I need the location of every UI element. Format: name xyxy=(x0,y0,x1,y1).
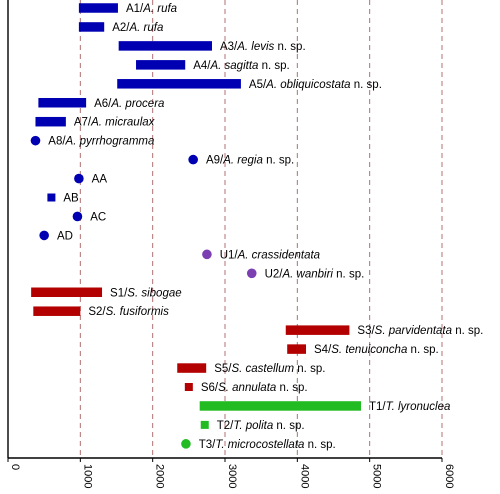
series-label-a1: A1/A. rufa xyxy=(126,3,177,15)
range-bar-a1 xyxy=(78,3,118,13)
point-marker-t3 xyxy=(181,439,191,449)
series-label-a6: A6/A. procera xyxy=(94,98,164,110)
x-tick-label: 5000 xyxy=(371,464,383,488)
series-label-s6: S6/S. annulata n. sp. xyxy=(201,382,308,394)
square-marker-ab xyxy=(47,193,56,202)
x-tick-label: 1000 xyxy=(81,464,93,488)
x-tick-label: 3000 xyxy=(226,464,238,488)
series-label-ab: AB xyxy=(63,193,79,205)
series-label-ad: AD xyxy=(57,230,73,242)
point-marker-ad xyxy=(39,230,49,241)
series-label-t3: T3/T. microcostellata n. sp. xyxy=(199,439,336,451)
series-label-s4: S4/S. tenuiconcha n. sp. xyxy=(314,344,439,356)
range-bar-a3 xyxy=(118,41,212,51)
range-bar-s2 xyxy=(33,306,81,316)
x-tick-label: 6000 xyxy=(443,464,455,488)
series-label-a3: A3/A. levis n. sp. xyxy=(220,41,306,53)
series-label-t2: T2/T. polita n. sp. xyxy=(217,420,305,432)
x-tick-label: 2000 xyxy=(154,464,166,488)
series-label-s3: S3/S. parvidentata n. sp. xyxy=(357,325,483,337)
x-tick-label: 4000 xyxy=(298,464,310,488)
point-marker-u2 xyxy=(246,268,257,279)
series-labels: A1/A. rufa A2/A. rufa A3/A. levis n. sp. A4… xyxy=(48,3,483,451)
series-label-a9: A9/A. regia n. sp. xyxy=(206,155,294,167)
point-marker-aa xyxy=(74,173,84,184)
square-marker-t2 xyxy=(200,420,209,429)
x-tick-label: 0 xyxy=(9,464,21,470)
series-label-u1: U1/A. crassidentata xyxy=(220,249,320,261)
point-marker-ac xyxy=(72,211,83,222)
point-marker-a9 xyxy=(188,154,198,165)
series-label-s2: S2/S. fusiformis xyxy=(88,306,169,318)
series-label-u2: U2/A. wanbiri n. sp. xyxy=(265,268,365,280)
data-marks xyxy=(30,3,361,449)
grid-lines xyxy=(79,0,443,458)
range-bar-a4 xyxy=(136,60,186,70)
range-bar-a7 xyxy=(35,116,66,127)
series-label-aa: AA xyxy=(92,174,108,186)
range-bar-s4 xyxy=(287,344,307,354)
x-axis-ticks: 0 1000 2000 3000 4000 5000 6000 xyxy=(7,458,455,488)
range-bar-a5 xyxy=(117,79,241,89)
square-marker-s6 xyxy=(184,383,193,391)
series-label-ac: AC xyxy=(90,211,106,223)
range-bar-s5 xyxy=(177,363,207,373)
series-label-s5: S5/S. castellum n. sp. xyxy=(214,363,325,375)
series-label-a4: A4/A. sagitta n. sp. xyxy=(193,60,290,72)
point-marker-a8 xyxy=(30,135,41,146)
series-label-t1: T1/T. lyronuclea xyxy=(369,401,450,413)
series-label-a5: A5/A. obliquicostata n. sp. xyxy=(249,79,382,91)
series-label-a7: A7/A. micraulax xyxy=(74,117,156,129)
range-bar-a2 xyxy=(78,22,105,32)
series-label-s1: S1/S. sibogae xyxy=(110,287,182,299)
series-label-a2: A2/A. rufa xyxy=(112,22,163,34)
range-bar-s1 xyxy=(31,287,103,297)
series-label-a8: A8/A. pyrrhogramma xyxy=(48,136,154,148)
range-bar-t1 xyxy=(199,401,361,411)
point-marker-u1 xyxy=(202,249,212,260)
range-bar-a6 xyxy=(38,98,87,108)
range-bar-s3 xyxy=(285,325,350,335)
